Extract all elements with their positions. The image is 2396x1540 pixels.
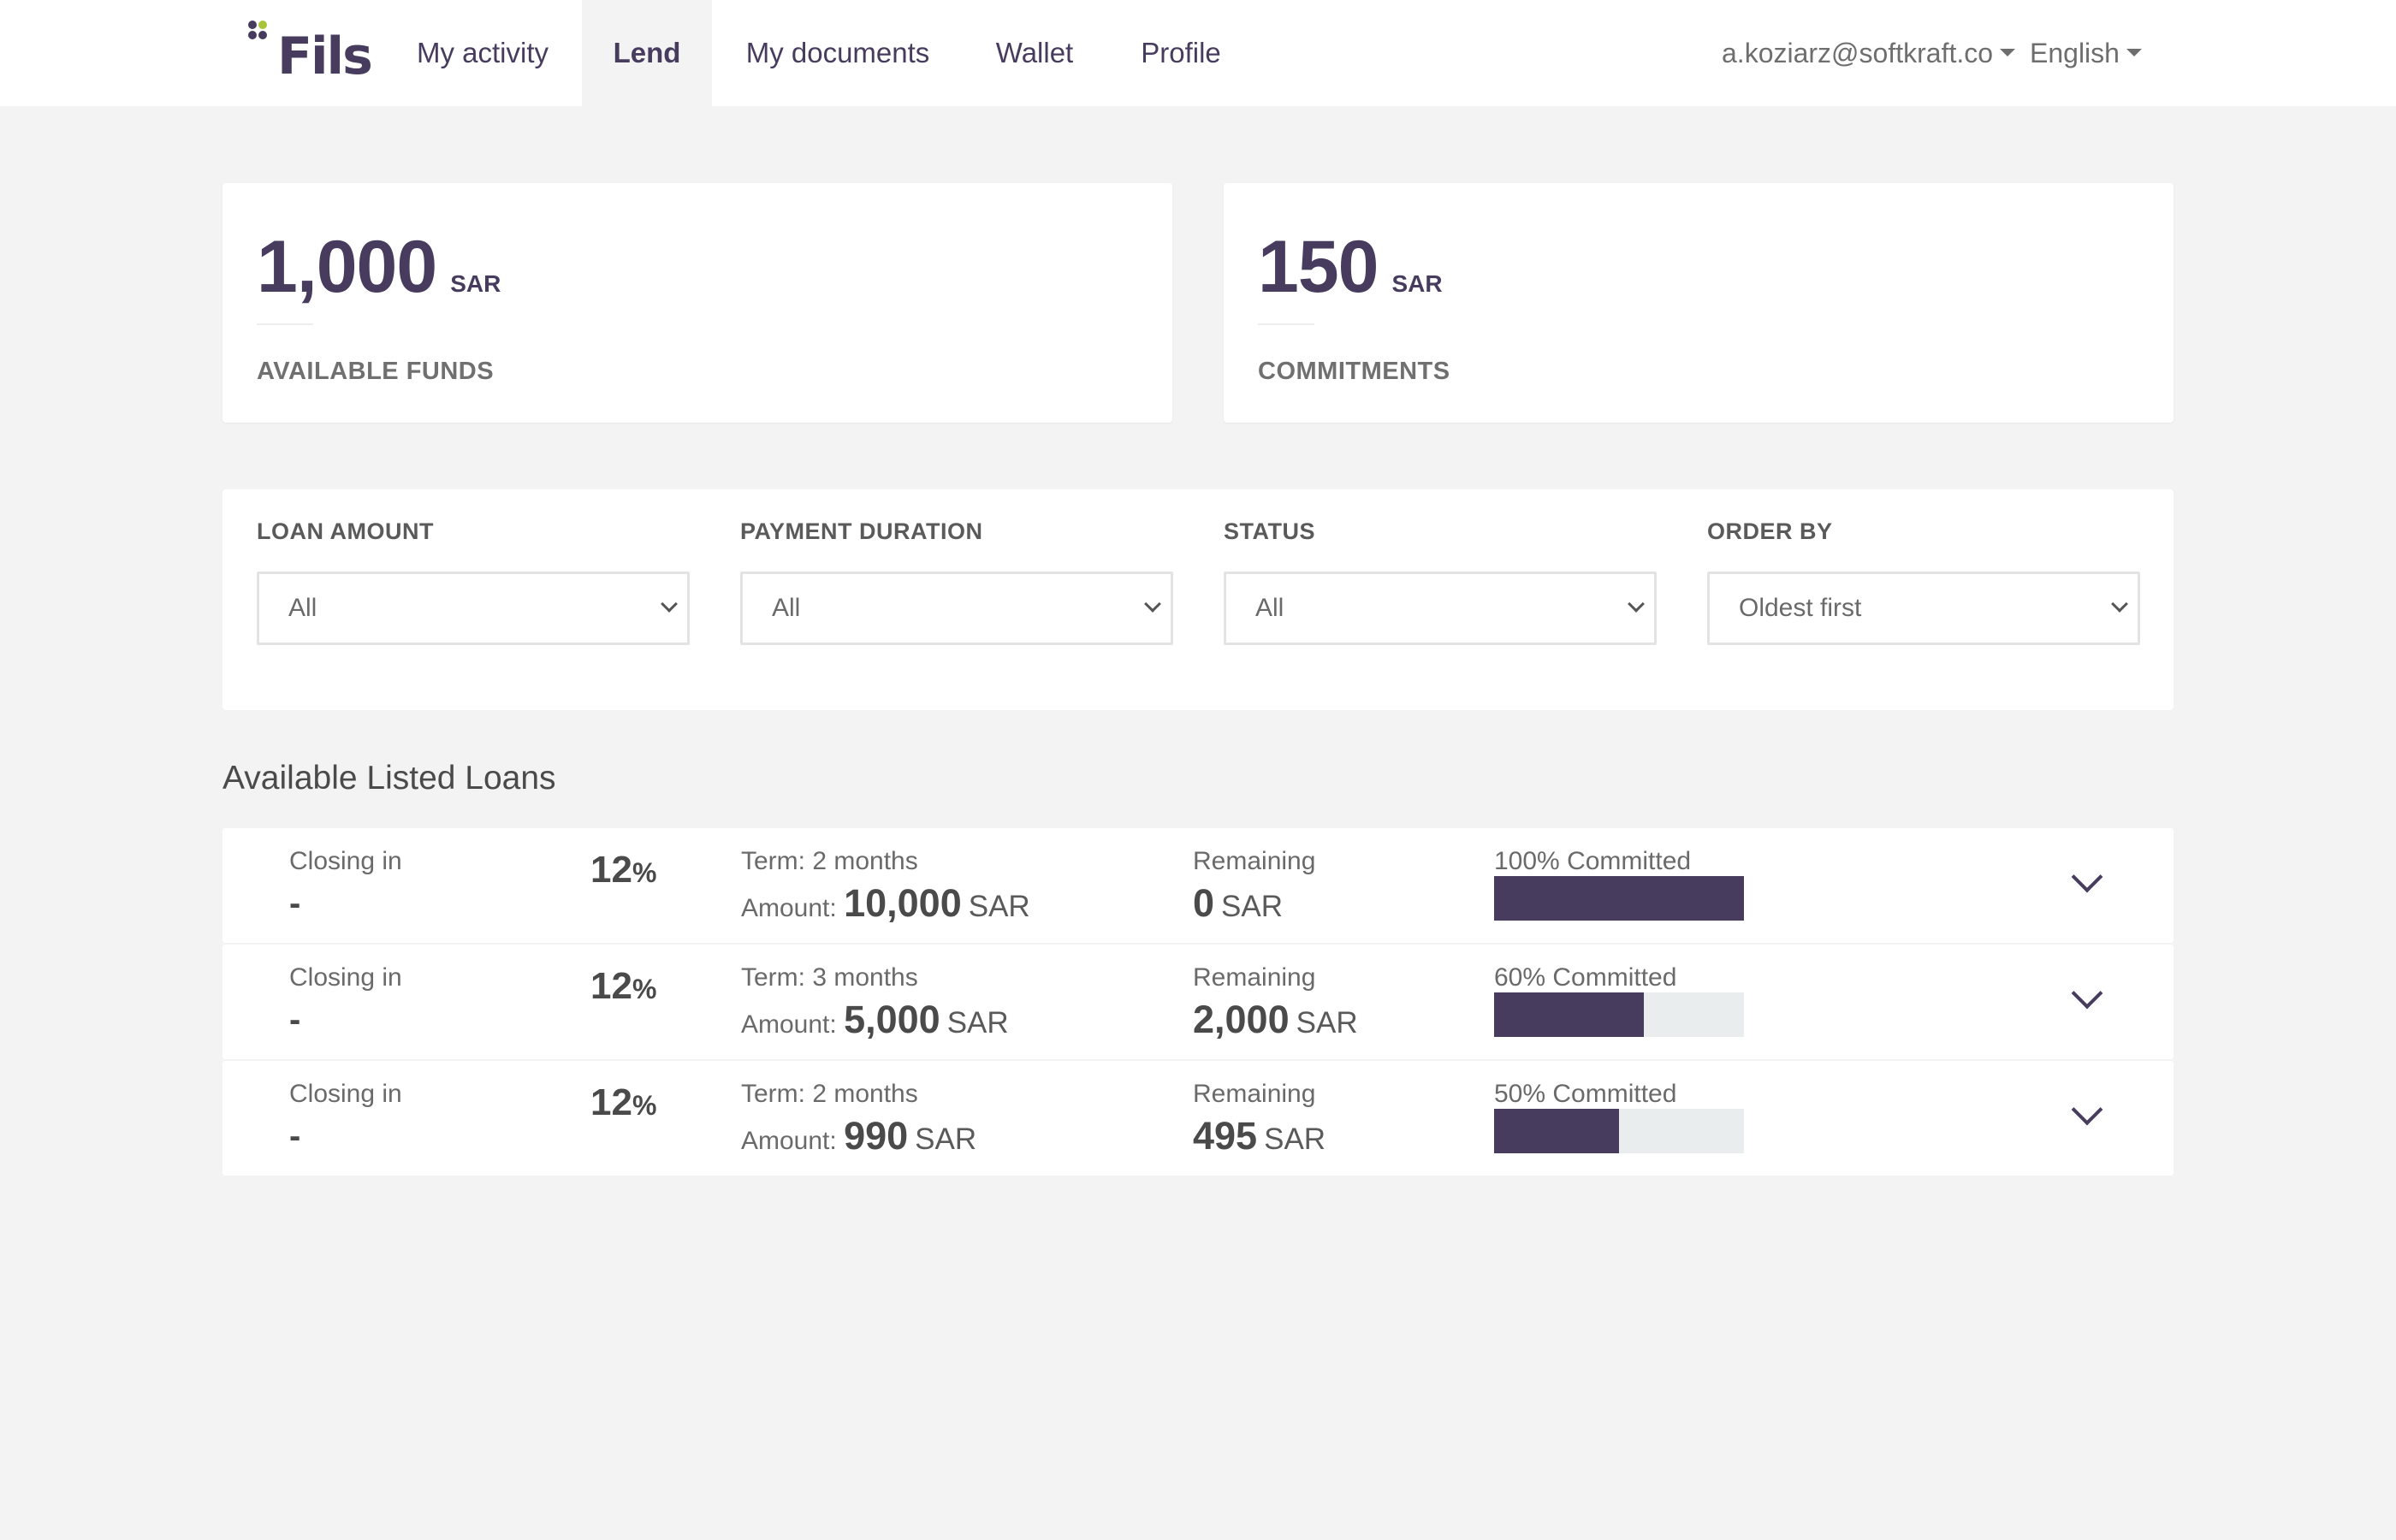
rate-unit: % — [632, 974, 657, 1004]
caret-down-icon — [2126, 49, 2142, 57]
section-title: Available Listed Loans — [222, 760, 556, 797]
filter-label: STATUS — [1224, 518, 1315, 544]
remaining-amount: 2,000 SAR — [1193, 998, 1358, 1042]
remaining-value: 2,000 — [1193, 998, 1290, 1041]
select-value: All — [1255, 594, 1284, 622]
commitments-amount: 150 SAR — [1258, 224, 1443, 327]
committed-label: 100% Committed — [1494, 847, 1692, 875]
progress-fill — [1494, 1109, 1619, 1153]
currency-unit: SAR — [450, 270, 501, 297]
filter-label: LOAN AMOUNT — [257, 518, 434, 544]
interest-rate: 12% — [590, 1081, 656, 1124]
committed-progress-bar — [1494, 1109, 1744, 1153]
logo-wordmark: Fils — [277, 27, 373, 86]
loan-amount: Amount: 5,000 SAR — [741, 998, 1009, 1042]
remaining-label: Remaining — [1193, 1080, 1316, 1108]
loan-row[interactable]: Closing in - 12% Term: 2 months Amount: … — [222, 828, 2174, 943]
amount-label: Amount: — [741, 1010, 837, 1039]
nav-lend[interactable]: Lend — [582, 0, 712, 106]
user-email: a.koziarz@softkraft.co — [1722, 38, 1994, 68]
available-funds-card: 1,000 SAR AVAILABLE FUNDS — [222, 183, 1172, 423]
user-menu-dropdown[interactable]: a.koziarz@softkraft.co — [1722, 0, 2016, 106]
nav-profile[interactable]: Profile — [1141, 37, 1221, 68]
chevron-down-icon — [2111, 595, 2128, 613]
status-select[interactable]: All — [1224, 572, 1657, 645]
remaining-amount: 0 SAR — [1193, 881, 1283, 926]
closing-label: Closing in — [289, 963, 402, 992]
payment-duration-select[interactable]: All — [740, 572, 1173, 645]
chevron-down-icon — [1144, 595, 1161, 613]
nav-my-documents[interactable]: My documents — [745, 37, 930, 68]
select-value: Oldest first — [1739, 594, 1862, 622]
chevron-down-icon — [1628, 595, 1645, 613]
committed-label: 60% Committed — [1494, 963, 1677, 992]
remaining-label: Remaining — [1193, 847, 1316, 875]
caret-down-icon — [2000, 49, 2016, 57]
rate-unit: % — [632, 857, 657, 888]
loan-amount: Amount: 10,000 SAR — [741, 881, 1030, 926]
order-by-select[interactable]: Oldest first — [1707, 572, 2140, 645]
loan-filters: LOAN AMOUNT All PAYMENT DURATION All STA… — [222, 489, 2174, 710]
closing-value: - — [289, 885, 301, 922]
commitments-value: 150 — [1258, 226, 1379, 308]
amount-label: Amount: — [741, 894, 837, 922]
rate-unit: % — [632, 1090, 657, 1121]
committed-progress-bar — [1494, 992, 1744, 1037]
commitments-card: 150 SAR COMMITMENTS — [1224, 183, 2174, 423]
amount-value: 10,000 — [844, 881, 962, 925]
currency-unit: SAR — [1296, 1006, 1358, 1040]
currency-unit: SAR — [968, 890, 1030, 923]
select-value: All — [288, 594, 317, 622]
loan-term: Term: 2 months — [741, 1080, 918, 1108]
loan-amount: Amount: 990 SAR — [741, 1114, 976, 1158]
chevron-down-icon — [661, 595, 678, 613]
closing-value: - — [289, 1117, 301, 1155]
progress-fill — [1494, 992, 1645, 1037]
loan-row[interactable]: Closing in - 12% Term: 3 months Amount: … — [222, 945, 2174, 1059]
rate-value: 12 — [590, 965, 632, 1007]
closing-label: Closing in — [289, 847, 402, 875]
amount-label: Amount: — [741, 1127, 837, 1155]
interest-rate: 12% — [590, 849, 656, 891]
loan-term: Term: 2 months — [741, 847, 918, 875]
interest-rate: 12% — [590, 965, 656, 1008]
available-funds-amount: 1,000 SAR — [257, 224, 501, 327]
top-navbar: Fils My activity Lend My documents Walle… — [0, 0, 2396, 106]
nav-wallet[interactable]: Wallet — [995, 37, 1074, 68]
divider — [257, 323, 313, 325]
progress-fill — [1494, 876, 1744, 921]
commitments-caption: COMMITMENTS — [1258, 358, 1450, 385]
currency-unit: SAR — [1221, 890, 1283, 923]
amount-value: 5,000 — [844, 998, 940, 1041]
remaining-amount: 495 SAR — [1193, 1114, 1326, 1158]
remaining-value: 0 — [1193, 881, 1215, 925]
language-label: English — [2030, 38, 2120, 68]
remaining-label: Remaining — [1193, 963, 1316, 992]
available-funds-caption: AVAILABLE FUNDS — [257, 358, 495, 385]
divider — [1258, 323, 1314, 325]
loan-term: Term: 3 months — [741, 963, 918, 992]
currency-unit: SAR — [1264, 1122, 1326, 1156]
remaining-value: 495 — [1193, 1114, 1258, 1158]
nav-my-activity[interactable]: My activity — [416, 37, 549, 68]
committed-progress-bar — [1494, 876, 1744, 921]
select-value: All — [772, 594, 801, 622]
currency-unit: SAR — [915, 1122, 977, 1156]
rate-value: 12 — [590, 1081, 632, 1123]
currency-unit: SAR — [1391, 270, 1443, 297]
rate-value: 12 — [590, 849, 632, 891]
fils-logo[interactable]: Fils — [246, 17, 373, 86]
currency-unit: SAR — [946, 1006, 1009, 1040]
amount-value: 990 — [844, 1114, 909, 1158]
filter-label: PAYMENT DURATION — [740, 518, 983, 544]
closing-label: Closing in — [289, 1080, 402, 1108]
filter-label: ORDER BY — [1707, 518, 1833, 544]
closing-value: - — [289, 1001, 301, 1039]
loan-amount-select[interactable]: All — [257, 572, 690, 645]
loan-row[interactable]: Closing in - 12% Term: 2 months Amount: … — [222, 1061, 2174, 1176]
language-dropdown[interactable]: English — [2030, 0, 2142, 106]
committed-label: 50% Committed — [1494, 1080, 1677, 1108]
available-funds-value: 1,000 — [257, 226, 437, 308]
